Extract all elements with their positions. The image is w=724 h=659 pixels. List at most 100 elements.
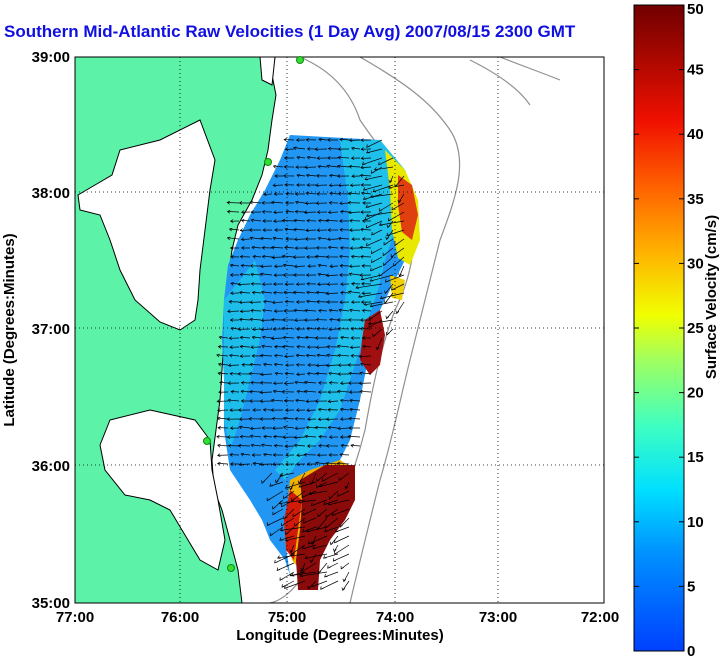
velocity-arrow (292, 508, 306, 518)
velocity-arrow (358, 381, 372, 386)
velocity-arrow (306, 290, 317, 295)
velocity-arrow (315, 363, 328, 368)
velocity-arrow (347, 290, 361, 295)
velocity-arrow (217, 426, 229, 430)
velocity-arrow (296, 390, 306, 394)
velocity-arrow (283, 165, 295, 169)
velocity-arrow (304, 237, 317, 241)
velocity-arrow (273, 273, 284, 277)
velocity-arrow (279, 526, 306, 532)
velocity-arrow (262, 408, 273, 412)
velocity-arrow (266, 490, 284, 502)
velocity-arrow (300, 562, 306, 572)
velocity-arrow (249, 362, 262, 367)
velocity-arrow (327, 425, 339, 430)
velocity-arrow (331, 508, 350, 516)
velocity-arrow (328, 381, 339, 385)
velocity-arrow (296, 345, 306, 349)
velocity-arrow (339, 398, 350, 403)
velocity-arrow (296, 173, 306, 178)
velocity-arrow (240, 452, 251, 457)
velocity-arrow (336, 461, 350, 466)
velocity-arrow (332, 544, 339, 553)
velocity-arrow (293, 264, 306, 269)
velocity-arrow (238, 425, 251, 430)
velocity-arrow (282, 174, 295, 178)
velocity-arrow (228, 336, 240, 340)
velocity-arrow (329, 173, 339, 178)
velocity-arrow (307, 264, 317, 268)
velocity-arrow (325, 273, 339, 278)
velocity-arrow (359, 389, 372, 394)
velocity-arrow (273, 434, 284, 439)
velocity-arrow (336, 344, 350, 349)
velocity-arrow (324, 571, 339, 578)
velocity-arrow (305, 353, 317, 358)
velocity-arrow (383, 238, 394, 246)
velocity-arrow (382, 247, 394, 257)
velocity-arrow (386, 229, 405, 236)
velocity-arrow (227, 309, 240, 314)
velocity-arrow (314, 399, 328, 403)
velocity-arrow (237, 408, 251, 412)
velocity-arrow (340, 335, 350, 340)
velocity-arrow (228, 300, 240, 304)
velocity-arrow (262, 219, 273, 223)
velocity-arrow (240, 246, 251, 250)
velocity-arrow (249, 317, 262, 322)
velocity-arrow (329, 317, 339, 322)
velocity-cyan-west (224, 260, 265, 450)
velocity-arrow (369, 301, 394, 308)
velocity-arrow (334, 544, 350, 555)
velocity-arrow (339, 228, 350, 232)
colorbar-label: Surface Velocity (cm/s) (703, 215, 720, 379)
velocity-arrow (261, 282, 273, 286)
velocity-arrow (339, 407, 350, 412)
velocity-arrow (295, 165, 306, 169)
velocity-arrow (262, 452, 273, 457)
velocity-arrow (344, 481, 350, 490)
velocity-arrow (251, 354, 262, 358)
velocity-arrow (375, 337, 383, 351)
velocity-arrow (326, 345, 339, 349)
velocity-arrow (229, 353, 240, 358)
velocity-arrow (340, 282, 350, 286)
velocity-arrow (282, 416, 295, 421)
velocity-arrow (285, 201, 295, 205)
velocity-arrow (324, 526, 339, 533)
velocity-arrow (239, 344, 251, 349)
velocity-arrow (261, 201, 273, 205)
velocity-arrow (229, 219, 240, 223)
velocity-arrow (281, 580, 295, 588)
velocity-arrow (281, 517, 295, 527)
colorbar-tick-label: 15 (687, 449, 704, 466)
velocity-arrow (339, 264, 350, 268)
velocity-arrow (306, 326, 317, 331)
velocity-arrow (320, 580, 339, 590)
velocity-arrow (239, 255, 251, 259)
velocity-arrow (241, 210, 251, 214)
velocity-arrow (378, 220, 405, 226)
velocity-arrow (337, 147, 350, 151)
velocity-arrow (395, 301, 405, 315)
velocity-arrow (315, 290, 328, 295)
velocity-arrow (283, 490, 295, 500)
velocity-arrow (285, 237, 295, 241)
velocity-arrow (296, 155, 306, 160)
x-tick-label: 77:00 (56, 609, 94, 626)
velocity-arrow (339, 452, 350, 457)
velocity-arrow (294, 318, 306, 322)
velocity-arrow (293, 443, 306, 448)
velocity-arrow (240, 237, 251, 241)
velocity-arrow (226, 200, 240, 205)
velocity-arrow (298, 481, 317, 488)
velocity-high-mid (360, 310, 385, 375)
velocity-arrow (216, 453, 229, 458)
velocity-arrow (348, 164, 361, 169)
velocity-arrow (259, 353, 273, 358)
velocity-arrow (283, 399, 295, 403)
velocity-arrow (290, 544, 306, 555)
velocity-arrow (273, 309, 284, 313)
velocity-arrow (252, 255, 262, 259)
velocity-arrow (318, 381, 328, 385)
